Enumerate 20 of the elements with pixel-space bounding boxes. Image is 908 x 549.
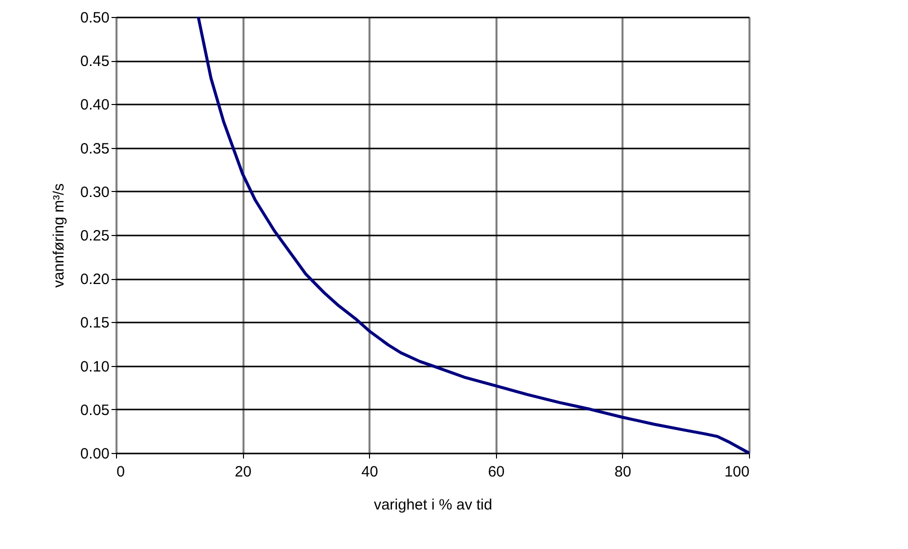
- y-tick-label: 0.05: [80, 402, 110, 419]
- x-tick-label: 20: [234, 464, 252, 480]
- x-tick-label: 60: [488, 464, 505, 480]
- x-tick-label: 40: [361, 464, 378, 480]
- y-tick-label: 0.35: [80, 140, 110, 158]
- line-series: [196, 16, 750, 454]
- y-tick-label: 0.20: [80, 271, 110, 288]
- y-tick-label: 0.50: [80, 10, 110, 26]
- y-tick-label: 0.30: [80, 184, 110, 201]
- x-axis-title: varighet i % av tid: [374, 496, 492, 514]
- x-tick-label: 0: [116, 464, 125, 480]
- y-tick-label: 0.25: [80, 228, 110, 244]
- y-axis-title: vannføring m³/s: [50, 183, 68, 288]
- y-tick-label: 0.40: [80, 96, 110, 114]
- y-tick-label: 0.10: [80, 358, 110, 376]
- y-tick-label: 0.45: [80, 53, 110, 70]
- x-tick-label: 100: [724, 464, 750, 480]
- y-tick-label: 0.00: [80, 446, 110, 462]
- y-tick-label: 0.15: [80, 314, 110, 332]
- x-tick-label: 80: [614, 464, 632, 480]
